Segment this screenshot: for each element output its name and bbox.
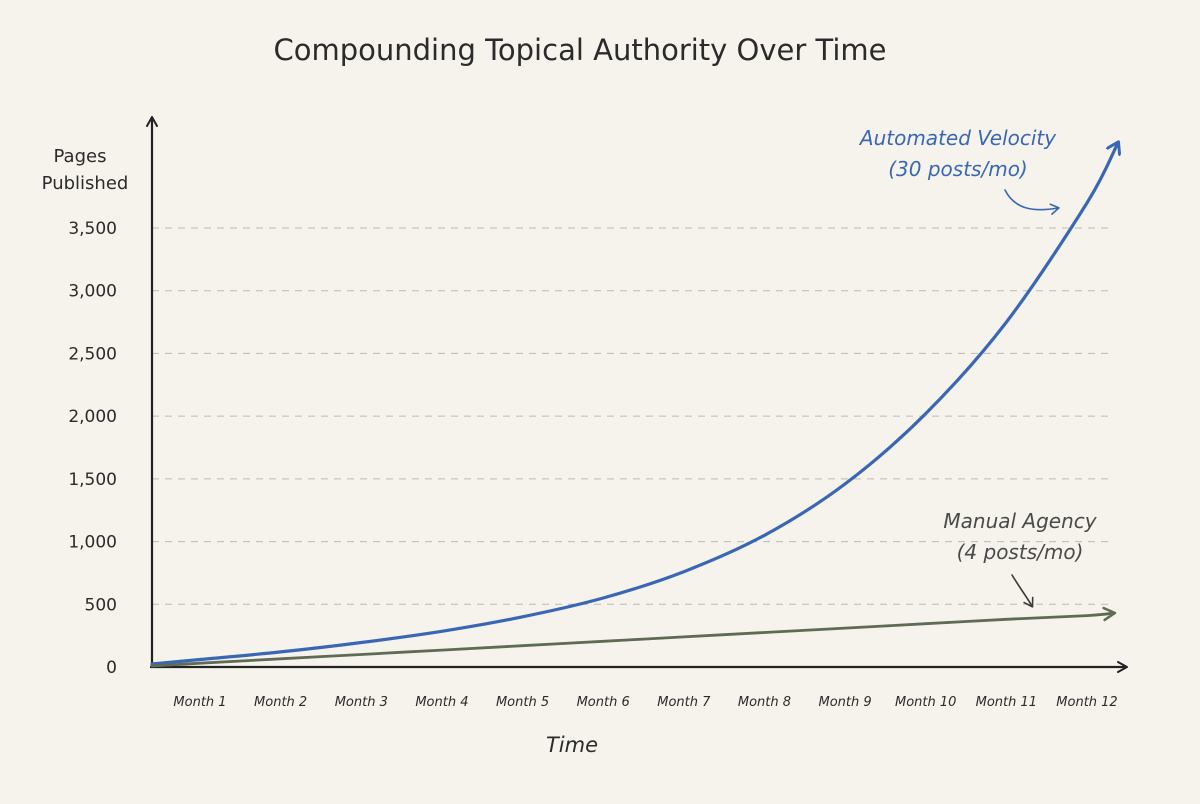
annotation-label: Automated Velocity — [858, 126, 1057, 150]
x-tick-label: Month 8 — [738, 695, 791, 710]
x-tick-label: Month 3 — [335, 695, 388, 710]
series-line — [150, 143, 1118, 666]
x-tick-label: Month 1 — [173, 695, 226, 710]
chart-title: Compounding Topical Authority Over Time — [274, 33, 887, 67]
x-tick-label: Month 5 — [496, 695, 549, 710]
y-tick-labels: 0 500 1,000 1,500 2,000 2,500 3,000 3,500 — [68, 219, 117, 678]
x-tick-label: Month 9 — [819, 695, 872, 710]
y-tick-label: 1,500 — [68, 470, 117, 490]
y-tick-label: 3,500 — [68, 219, 117, 239]
x-tick-label: Month 2 — [254, 695, 307, 710]
x-tick-label: Month 4 — [415, 695, 468, 710]
annotations: Automated Velocity (30 posts/mo) Manual Ag… — [858, 126, 1098, 608]
y-tick-label: 1,000 — [68, 533, 117, 553]
x-tick-label: Month 12 — [1056, 695, 1117, 710]
grid-lines — [152, 227, 1108, 605]
y-tick-label: 500 — [85, 595, 117, 615]
annotation-label: Manual Agency — [943, 509, 1097, 533]
y-axis-label-line-2: Published — [42, 173, 129, 194]
annotation-arrow — [1004, 189, 1060, 215]
x-axis-label: Time — [546, 733, 598, 757]
y-tick-label: 2,500 — [68, 344, 117, 364]
x-tick-label: Month 6 — [577, 695, 630, 710]
y-tick-label: 2,000 — [68, 407, 117, 427]
y-axis-label-line-1: Pages — [54, 146, 107, 167]
annotation-sublabel: (30 posts/mo) — [888, 157, 1027, 181]
annotation-arrow — [1011, 574, 1034, 608]
y-tick-label: 3,000 — [68, 282, 117, 302]
x-tick-label: Month 10 — [895, 695, 956, 710]
y-tick-label: 0 — [106, 658, 117, 678]
x-tick-label: Month 11 — [976, 695, 1037, 710]
x-tick-labels: Month 1 Month 2 Month 3 Month 4 Month 5 Month… — [173, 695, 1117, 710]
x-tick-label: Month 7 — [657, 695, 711, 710]
series-lines — [150, 143, 1118, 668]
series-line — [150, 613, 1114, 668]
annotation-sublabel: (4 posts/mo) — [957, 540, 1084, 564]
